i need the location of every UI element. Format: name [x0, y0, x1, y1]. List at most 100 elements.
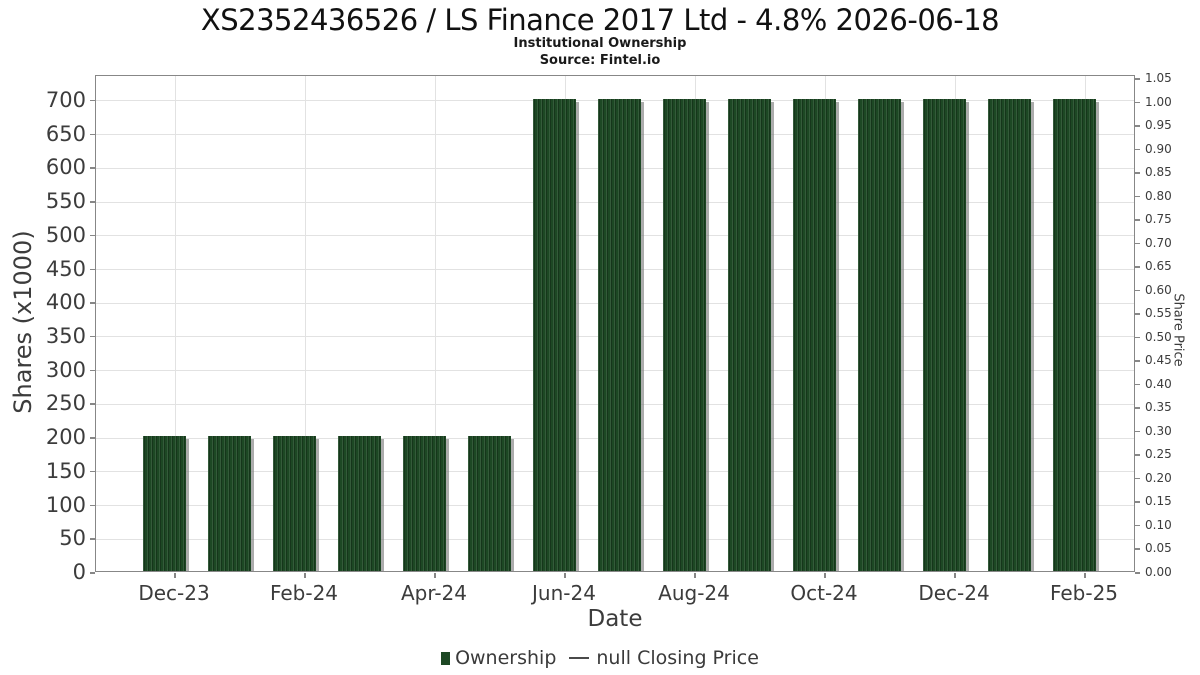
left-axis-tick	[90, 234, 95, 237]
ownership-bar	[337, 436, 381, 571]
right-axis-tick-label: 0.70	[1145, 235, 1172, 250]
right-axis-tick-label: 0.30	[1145, 423, 1172, 438]
chart-title: XS2352436526 / LS Finance 2017 Ltd - 4.8…	[200, 3, 1000, 37]
x-axis-tick	[954, 573, 956, 578]
ownership-bar	[402, 436, 446, 571]
ownership-bar	[727, 98, 771, 571]
right-axis-tick-label: 0.25	[1145, 447, 1172, 462]
left-axis-tick-label: 600	[45, 155, 86, 180]
legend: Ownership null Closing Price	[0, 645, 1200, 671]
right-axis-tick	[1135, 266, 1140, 268]
right-axis-tick	[1135, 313, 1140, 315]
left-axis-tick	[90, 302, 95, 304]
right-axis-tick	[1135, 125, 1140, 127]
ownership-bar	[1052, 98, 1096, 571]
x-axis-tick-label: Feb-25	[1049, 581, 1119, 605]
left-axis-tick-label: 450	[45, 256, 86, 281]
ownership-bar	[207, 436, 251, 571]
ownership-bar	[272, 436, 316, 571]
right-axis-tick	[1135, 383, 1140, 386]
right-axis-tick-label: 1.05	[1145, 71, 1172, 86]
ownership-bar	[467, 436, 511, 571]
right-axis-tick	[1135, 289, 1140, 292]
right-axis-tick-label: 0.90	[1145, 141, 1172, 156]
right-axis-tick-label: 0.85	[1145, 165, 1172, 180]
chart-subtitle: Institutional Ownership	[513, 36, 687, 51]
right-axis-tick-label: 0.35	[1145, 400, 1172, 415]
right-axis-tick-label: 0.45	[1145, 353, 1172, 368]
legend-label-closing-price: null Closing Price	[596, 647, 759, 669]
v-gridline	[304, 76, 306, 571]
left-axis-tick	[90, 335, 95, 338]
left-axis-tick	[90, 538, 95, 540]
right-axis-tick	[1135, 148, 1140, 151]
right-axis-tick-label: 0.15	[1145, 494, 1172, 509]
ownership-bar	[597, 98, 641, 571]
right-axis-tick-label: 0.00	[1145, 565, 1172, 579]
right-axis-tick	[1135, 242, 1140, 245]
x-axis-tick	[694, 573, 696, 578]
right-axis-tick-label: 0.05	[1145, 541, 1172, 556]
right-axis-tick	[1135, 501, 1140, 503]
right-axis-tick	[1135, 477, 1140, 480]
ownership-bar	[532, 98, 576, 571]
right-axis-tick	[1135, 524, 1140, 527]
right-axis-tick-label: 0.60	[1145, 282, 1172, 297]
x-axis-tick-label: Feb-24	[269, 581, 339, 605]
right-axis-tick	[1135, 195, 1140, 198]
left-axis-tick-label: 250	[45, 391, 86, 416]
x-axis-title: Date	[587, 606, 643, 632]
x-axis-tick	[434, 573, 436, 578]
left-axis-tick-label: 500	[45, 222, 86, 247]
y-axis-title-left: Shares (x1000)	[9, 230, 37, 414]
left-axis-tick	[90, 470, 95, 473]
legend-square-marker-icon	[441, 651, 451, 665]
plot-area	[95, 75, 1135, 572]
x-axis-tick	[304, 573, 306, 578]
x-axis-tick-label: Apr-24	[401, 581, 467, 605]
left-axis-tick-label: 200	[45, 425, 86, 450]
left-axis-tick	[90, 133, 95, 136]
right-axis-tick	[1135, 454, 1140, 456]
right-axis-tick-label: 0.80	[1145, 188, 1172, 203]
left-axis-tick-label: 150	[45, 458, 86, 483]
ownership-bar	[857, 98, 901, 571]
left-axis-tick-label: 350	[45, 323, 86, 348]
x-axis-tick-label: Aug-24	[658, 581, 730, 605]
v-gridline	[434, 76, 436, 571]
left-axis-tick-label: 300	[45, 357, 86, 382]
x-axis-tick	[824, 573, 826, 578]
right-axis-tick	[1135, 548, 1140, 550]
legend-label-ownership: Ownership	[455, 647, 557, 669]
left-axis-tick	[90, 369, 95, 372]
x-axis-tick-label: Dec-24	[918, 581, 990, 605]
ownership-bar	[792, 98, 836, 571]
right-axis-tick-label: 0.40	[1145, 376, 1172, 391]
v-gridline	[174, 76, 176, 571]
right-axis-tick	[1135, 572, 1140, 574]
left-axis-tick-label: 100	[45, 492, 86, 517]
right-axis-tick-label: 0.50	[1145, 329, 1172, 344]
x-axis-tick-label: Jun-24	[532, 581, 596, 605]
x-axis-tick-label: Oct-24	[790, 581, 858, 605]
ownership-bar	[987, 98, 1031, 571]
right-axis-tick-label: 0.65	[1145, 259, 1172, 274]
right-axis-tick	[1135, 336, 1140, 339]
left-axis-tick-label: 550	[45, 189, 86, 214]
ownership-bar	[142, 436, 186, 571]
right-axis-tick-label: 0.55	[1145, 306, 1172, 321]
x-axis-tick	[174, 573, 176, 578]
x-axis-tick-label: Dec-23	[138, 581, 210, 605]
x-axis-tick	[1084, 573, 1086, 578]
y-axis-title-right: Share Price	[1170, 293, 1186, 367]
left-axis-tick	[90, 437, 95, 439]
chart-source: Source: Fintel.io	[539, 53, 661, 68]
left-axis-tick-label: 50	[59, 526, 86, 551]
left-axis-tick-label: 650	[45, 121, 86, 146]
left-axis-tick	[90, 572, 95, 574]
right-axis-tick	[1135, 360, 1140, 362]
right-axis-tick-label: 0.10	[1145, 517, 1172, 532]
right-axis-tick-label: 1.00	[1145, 94, 1172, 109]
left-axis-tick-label: 700	[45, 87, 86, 112]
right-axis-tick	[1135, 78, 1140, 80]
